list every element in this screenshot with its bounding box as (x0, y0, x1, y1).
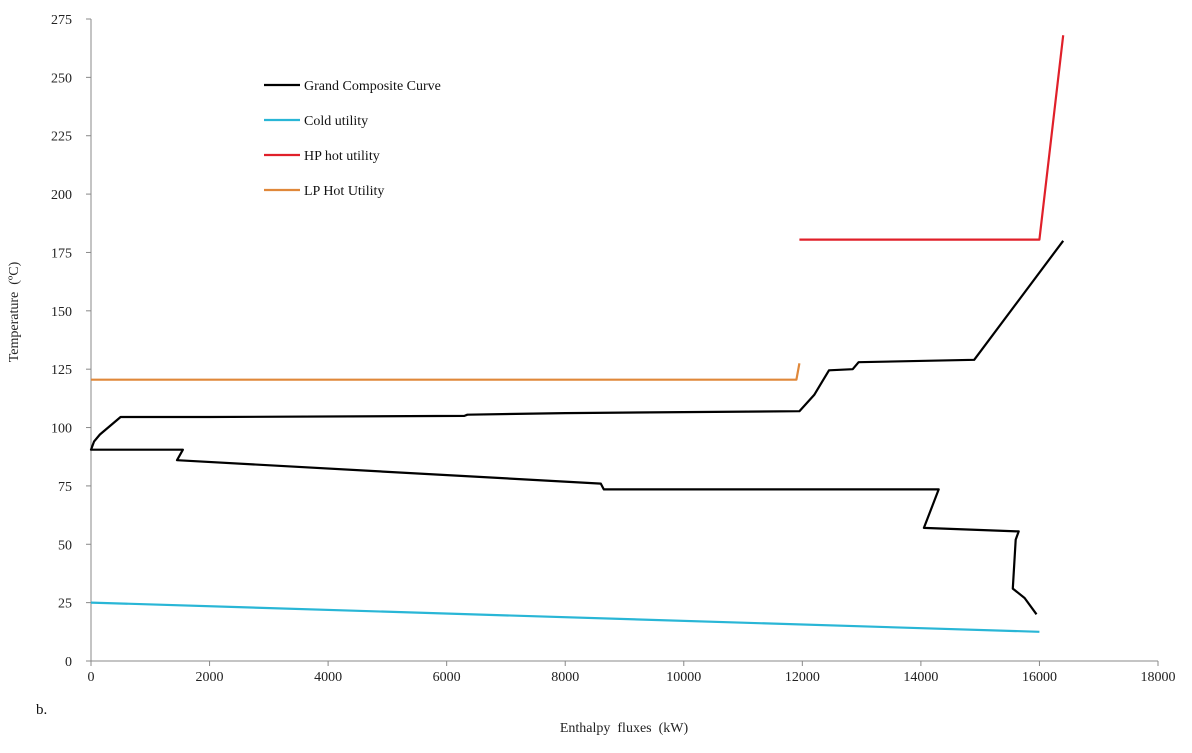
series-line-lp-hot-utility (91, 363, 801, 381)
series-lines (89, 35, 1065, 633)
y-tick-label: 100 (51, 422, 72, 437)
y-axis-title: Temperature (ºC) (7, 261, 22, 362)
y-tick-label: 175 (51, 246, 72, 261)
series-line-cold-utility (90, 601, 1040, 633)
y-tick-label: 200 (51, 188, 72, 203)
x-tick-label: 2000 (196, 670, 224, 685)
legend-label-cold-utility: Cold utility (304, 114, 368, 129)
x-tick-label: 4000 (314, 670, 342, 685)
legend-label-hp-hot-utility: HP hot utility (304, 149, 380, 164)
y-tick-label: 275 (51, 13, 72, 28)
y-tick-label: 150 (51, 305, 72, 320)
axes: 0 2000 4000 6000 8000 10000 12000 14000 16000 180… (51, 13, 1176, 685)
x-tick-label: 6000 (433, 670, 461, 685)
legend-label-lp-hot-utility: LP Hot Utility (304, 184, 384, 199)
series-line-hp-hot-utility (799, 35, 1065, 241)
y-axis-ticks: 0 25 50 75 100 125 150 175 200 225 250 275 (51, 13, 91, 670)
x-tick-label: 8000 (551, 670, 579, 685)
y-tick-label: 25 (58, 597, 72, 612)
panel-label: b. (36, 702, 47, 718)
x-tick-label: 10000 (666, 670, 701, 685)
y-tick-label: 0 (65, 655, 72, 670)
legend: Grand Composite Curve Cold utility HP hot … (264, 79, 441, 199)
y-tick-label: 75 (58, 480, 72, 495)
x-tick-label: 18000 (1141, 670, 1176, 685)
y-tick-label: 50 (58, 538, 72, 553)
y-tick-label: 225 (51, 130, 72, 145)
x-tick-label: 14000 (903, 670, 938, 685)
x-tick-label: 12000 (785, 670, 820, 685)
legend-label-grand-composite-curve: Grand Composite Curve (304, 79, 441, 94)
y-tick-label: 125 (51, 363, 72, 378)
series-line-grand-composite-curve (89, 240, 1065, 615)
x-axis-title: Enthalpy fluxes (kW) (560, 721, 689, 736)
x-tick-label: 16000 (1022, 670, 1057, 685)
x-axis-ticks: 0 2000 4000 6000 8000 10000 12000 14000 16000 180… (88, 661, 1176, 685)
x-tick-label: 0 (88, 670, 95, 685)
y-tick-label: 250 (51, 71, 72, 86)
